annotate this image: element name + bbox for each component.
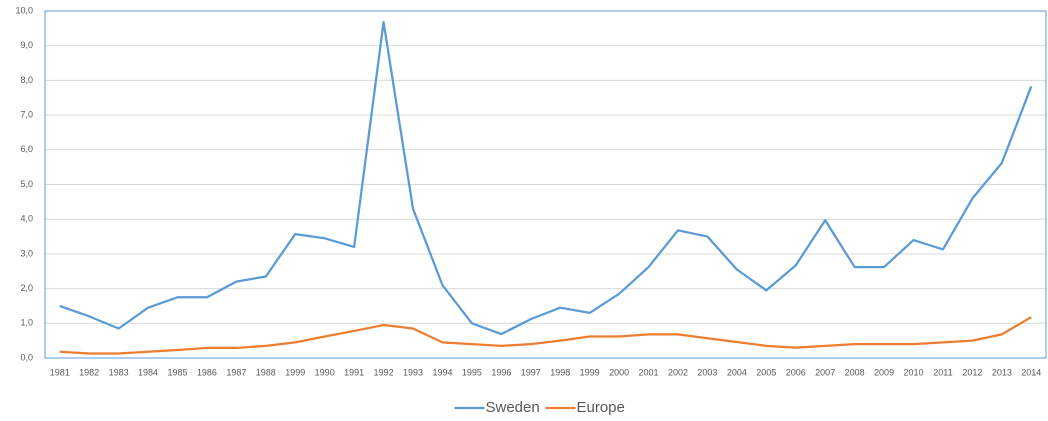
- x-tick-label: 1992: [374, 367, 394, 377]
- y-tick-label: 10,0: [15, 5, 33, 15]
- x-tick-label: 2010: [903, 367, 923, 377]
- x-tick-label: 1991: [344, 367, 364, 377]
- x-tick-label: 1981: [50, 367, 70, 377]
- y-tick-label: 0,0: [20, 352, 33, 362]
- y-tick-label: 4,0: [20, 214, 33, 224]
- y-tick-label: 6,0: [20, 144, 33, 154]
- x-tick-label: 2009: [874, 367, 894, 377]
- y-tick-label: 7,0: [20, 109, 33, 119]
- x-tick-label: 2003: [697, 367, 717, 377]
- x-tick-label: 1984: [138, 367, 158, 377]
- y-tick-label: 9,0: [20, 40, 33, 50]
- x-tick-label: 1994: [432, 367, 452, 377]
- x-tick-label: 1990: [315, 367, 335, 377]
- x-tick-label: 2011: [933, 367, 952, 377]
- x-tick-label: 2002: [668, 367, 688, 377]
- x-tick-label: 2008: [845, 367, 865, 377]
- y-tick-label: 1,0: [20, 318, 33, 328]
- x-tick-label: 1997: [521, 367, 541, 377]
- y-tick-label: 5,0: [20, 179, 33, 189]
- x-tick-label: 1993: [403, 367, 423, 377]
- x-tick-label: 2005: [756, 367, 776, 377]
- x-tick-label: 1988: [256, 367, 276, 377]
- y-tick-label: 8,0: [20, 75, 33, 85]
- x-tick-label: 1985: [167, 367, 187, 377]
- x-tick-label: 2006: [786, 367, 806, 377]
- x-tick-label: 1999: [285, 367, 305, 377]
- x-tick-label: 2007: [815, 367, 835, 377]
- x-tick-label: 1996: [491, 367, 511, 377]
- x-tick-label: 2001: [639, 367, 659, 377]
- x-tick-label: 2013: [992, 367, 1012, 377]
- x-tick-label: 2014: [1021, 367, 1041, 377]
- x-tick-label: 1982: [79, 367, 99, 377]
- x-tick-label: 2012: [962, 367, 982, 377]
- x-tick-label: 2000: [609, 367, 629, 377]
- x-tick-label: 1983: [109, 367, 129, 377]
- x-tick-label: 1998: [550, 367, 570, 377]
- legend-text: Sweden: [486, 399, 540, 416]
- x-tick-label: 2004: [727, 367, 747, 377]
- series-line: [59, 20, 1033, 336]
- x-tick-label: 1986: [197, 367, 217, 377]
- y-tick-label: 3,0: [20, 248, 33, 258]
- x-tick-label: 1987: [226, 367, 246, 377]
- y-tick-label: 2,0: [20, 283, 33, 293]
- legend-text: Europe: [577, 399, 625, 416]
- series-line: [59, 316, 1032, 355]
- x-tick-label: 1995: [462, 367, 482, 377]
- plot-border: [44, 10, 1047, 359]
- x-tick-label: 1999: [580, 367, 600, 377]
